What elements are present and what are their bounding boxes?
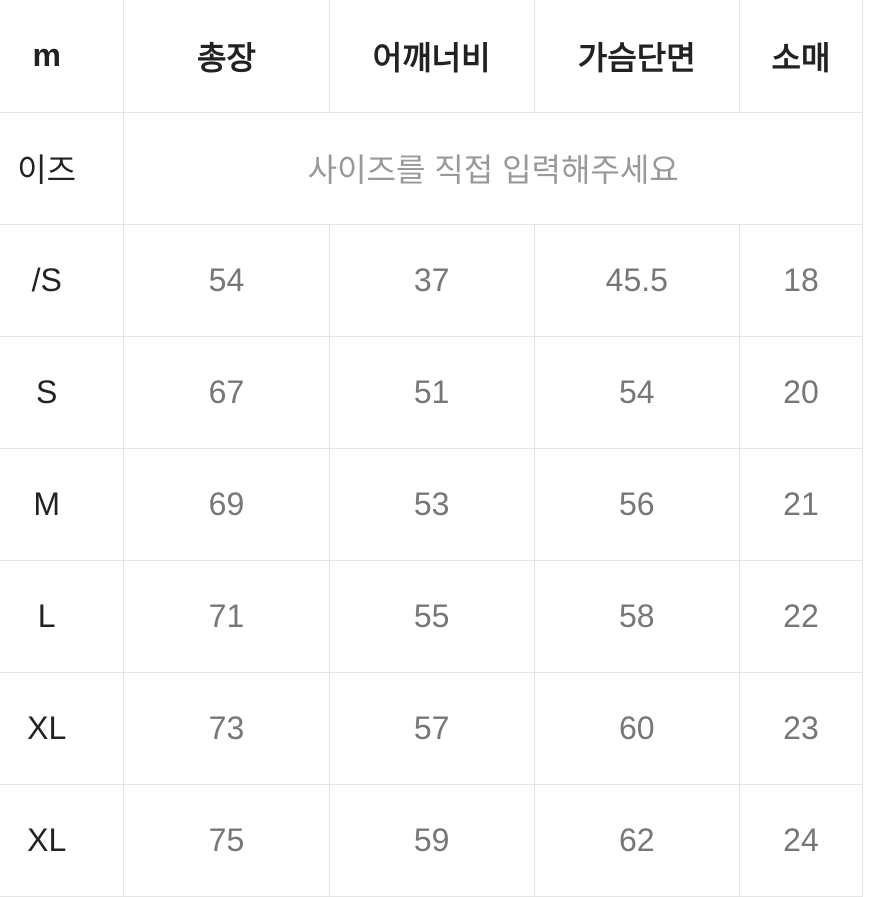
cell-value: 37 bbox=[329, 224, 534, 336]
size-label: S bbox=[0, 336, 124, 448]
size-label: M bbox=[0, 448, 124, 560]
cell-value: 73 bbox=[124, 672, 329, 784]
cell-value: 53 bbox=[329, 448, 534, 560]
cell-value: 22 bbox=[739, 560, 862, 672]
cell-value: 71 bbox=[124, 560, 329, 672]
table-row: S 67 51 54 20 bbox=[0, 336, 863, 448]
size-label: XL bbox=[0, 784, 124, 896]
table-row: /S 54 37 45.5 18 bbox=[0, 224, 863, 336]
cell-value: 24 bbox=[739, 784, 862, 896]
cell-value: 67 bbox=[124, 336, 329, 448]
cell-value: 45.5 bbox=[534, 224, 739, 336]
cell-value: 51 bbox=[329, 336, 534, 448]
cell-value: 54 bbox=[124, 224, 329, 336]
cell-value: 55 bbox=[329, 560, 534, 672]
size-label: L bbox=[0, 560, 124, 672]
cell-value: 56 bbox=[534, 448, 739, 560]
header-col-chest: 가슴단면 bbox=[534, 0, 739, 112]
header-row: m 총장 어깨너비 가슴단면 소매 bbox=[0, 0, 863, 112]
cell-value: 21 bbox=[739, 448, 862, 560]
cell-value: 18 bbox=[739, 224, 862, 336]
cell-value: 62 bbox=[534, 784, 739, 896]
cell-value: 54 bbox=[534, 336, 739, 448]
my-size-hint[interactable]: 사이즈를 직접 입력해주세요 bbox=[124, 112, 863, 224]
table-row: XL 73 57 60 23 bbox=[0, 672, 863, 784]
cell-value: 60 bbox=[534, 672, 739, 784]
size-chart-table: m 총장 어깨너비 가슴단면 소매 이즈 사이즈를 직접 입력해주세요 /S 5… bbox=[0, 0, 863, 897]
cell-value: 57 bbox=[329, 672, 534, 784]
cell-value: 23 bbox=[739, 672, 862, 784]
my-size-row: 이즈 사이즈를 직접 입력해주세요 bbox=[0, 112, 863, 224]
size-label: /S bbox=[0, 224, 124, 336]
cell-value: 69 bbox=[124, 448, 329, 560]
header-unit: m bbox=[0, 0, 124, 112]
header-col-shoulder: 어깨너비 bbox=[329, 0, 534, 112]
header-col-sleeve: 소매 bbox=[739, 0, 862, 112]
cell-value: 58 bbox=[534, 560, 739, 672]
cell-value: 75 bbox=[124, 784, 329, 896]
table-row: XL 75 59 62 24 bbox=[0, 784, 863, 896]
size-label: XL bbox=[0, 672, 124, 784]
table-row: M 69 53 56 21 bbox=[0, 448, 863, 560]
my-size-label: 이즈 bbox=[0, 112, 124, 224]
header-col-length: 총장 bbox=[124, 0, 329, 112]
cell-value: 20 bbox=[739, 336, 862, 448]
table-row: L 71 55 58 22 bbox=[0, 560, 863, 672]
cell-value: 59 bbox=[329, 784, 534, 896]
